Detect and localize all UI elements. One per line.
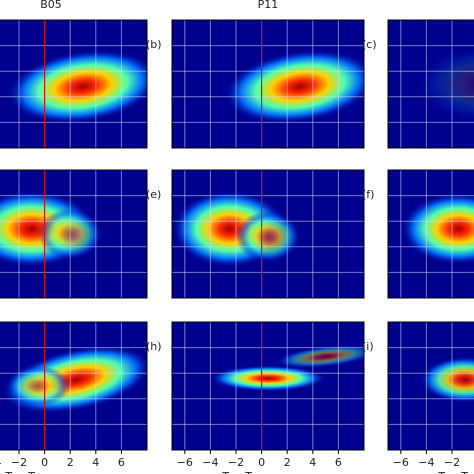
panel-frame (387, 19, 474, 149)
x-tick-label: −4 (0, 456, 2, 469)
x-tick-label: 4 (92, 456, 99, 469)
panel-frame (0, 321, 148, 451)
x-tick-label: −6 (393, 456, 409, 469)
x-tick-label: 0 (41, 456, 48, 469)
panel-label: (b) (146, 38, 162, 51)
panel (172, 20, 364, 148)
x-label-main: T − T (221, 470, 252, 474)
panel-label: (h) (146, 340, 162, 353)
x-tick-label: −4 (418, 456, 434, 469)
x-label-main: T − T (437, 470, 468, 474)
panel-frame (171, 321, 365, 451)
x-tick-label: −4 (202, 456, 218, 469)
x-axis-label: T − Tthreshold (4, 470, 72, 474)
panel-label: (c) (362, 38, 377, 51)
panel-label: (i) (362, 340, 374, 353)
x-tick-label: 6 (335, 456, 342, 469)
x-tick-label: 2 (67, 456, 74, 469)
panel (172, 170, 364, 298)
x-tick-label: −6 (177, 456, 193, 469)
x-tick-label: −2 (228, 456, 244, 469)
panel (0, 322, 147, 450)
panel (0, 20, 147, 148)
panel-frame (387, 169, 474, 299)
panel-frame (0, 169, 148, 299)
panel-title: P11 (258, 0, 279, 11)
panel-frame (171, 169, 365, 299)
panel (388, 170, 474, 298)
x-label-main: T − T (4, 470, 35, 474)
panel (0, 170, 147, 298)
x-tick-label: 2 (284, 456, 291, 469)
x-axis-label: T − Tthreshold (437, 470, 474, 474)
panel-frame (387, 321, 474, 451)
density-blob (274, 345, 364, 369)
panel (388, 20, 474, 148)
density-blob (420, 356, 474, 403)
panel-label: (e) (146, 188, 161, 201)
density-blob (6, 365, 71, 407)
x-tick-label: 4 (309, 456, 316, 469)
panel (172, 322, 364, 450)
density-blob (413, 46, 474, 122)
x-axis-label: T − Tthreshold (221, 470, 289, 474)
x-tick-label: 6 (118, 456, 125, 469)
panel (388, 322, 474, 450)
density-blob (236, 210, 300, 263)
panel-frame (171, 19, 365, 149)
density-blob (210, 365, 326, 392)
x-tick-label: −2 (444, 456, 460, 469)
panel-label: (f) (362, 188, 374, 201)
x-tick-label: −2 (11, 456, 27, 469)
panel-title: B05 (40, 0, 62, 11)
panel-frame (0, 19, 148, 149)
x-tick-label: 0 (258, 456, 265, 469)
